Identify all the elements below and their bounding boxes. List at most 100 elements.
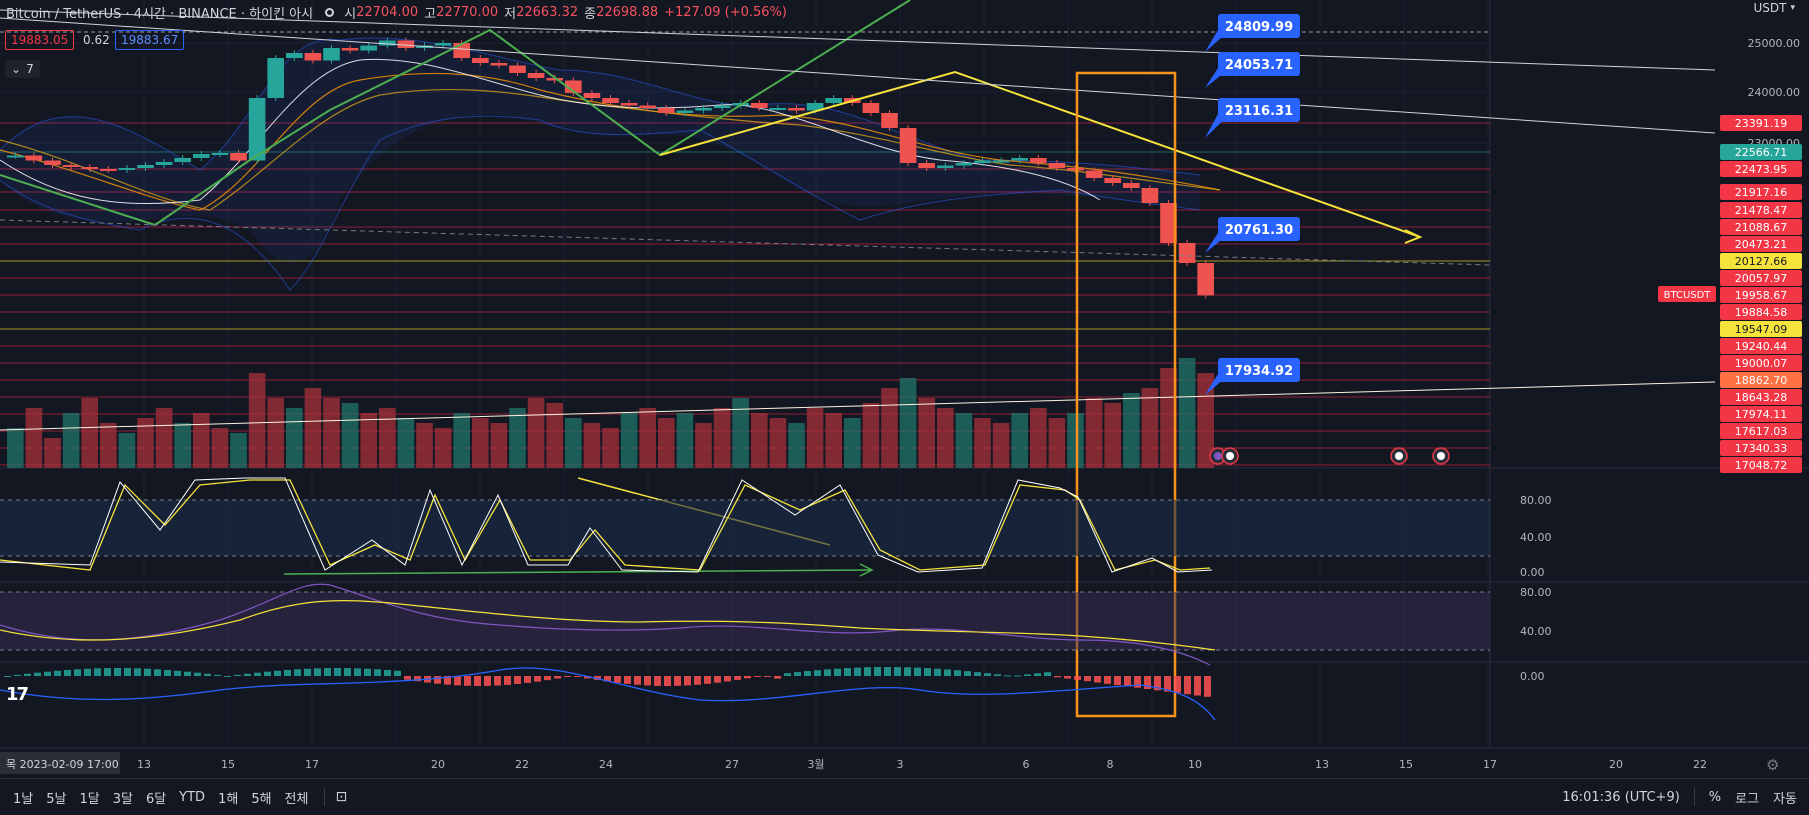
macd-histogram-bar	[604, 676, 611, 682]
macd-histogram-bar	[94, 668, 101, 676]
settings-gear-icon: ⚙	[1766, 756, 1779, 774]
volume-bar	[974, 418, 991, 468]
macd-histogram-bar	[1084, 676, 1091, 682]
candle-body	[862, 103, 880, 113]
volume-bar	[918, 398, 935, 468]
range-3m[interactable]: 3달	[112, 791, 133, 807]
log-toggle[interactable]: 로그	[1735, 791, 1760, 807]
macd-histogram-bar	[854, 667, 861, 676]
macd-histogram-bar	[1164, 676, 1171, 692]
macd-histogram-bar	[634, 676, 641, 685]
buy-button[interactable]: 19883.67	[115, 30, 185, 50]
candle-body	[1030, 158, 1047, 163]
price-tag	[1720, 372, 1802, 388]
range-1y[interactable]: 1해	[218, 791, 239, 807]
rsi-ma-line	[0, 600, 1216, 651]
price-tag-label: 22473.95	[1735, 163, 1788, 176]
macd-histogram-bar	[644, 676, 651, 686]
percent-toggle[interactable]: %	[1708, 789, 1722, 805]
macd-histogram-bar	[694, 676, 701, 685]
macd-histogram-bar	[524, 676, 531, 683]
symbol-title[interactable]: Bitcoin / TetherUS · 4시간 · BINANCE · 하이킨…	[6, 6, 314, 22]
volume-bar	[602, 428, 619, 468]
clock-readout[interactable]: 16:01:36 (UTC+9)	[1562, 789, 1680, 805]
price-tag-label: 21088.67	[1735, 221, 1788, 234]
macd-histogram-bar	[674, 676, 681, 686]
currency-selector[interactable]: USDT ▾	[1753, 0, 1795, 16]
macd-histogram-bar	[24, 673, 31, 676]
candle-body	[81, 167, 98, 169]
range-all[interactable]: 전체	[284, 791, 309, 807]
candle-body	[267, 58, 284, 98]
volume-bar	[267, 398, 284, 468]
time-tick-label: 6	[1023, 758, 1030, 771]
time-tick-label: 15	[221, 758, 235, 771]
stochastic-pane	[0, 477, 1490, 573]
indicator-toggle[interactable]: ⌄ 7	[5, 60, 40, 78]
tradingview-logo-icon[interactable]: 17	[6, 684, 29, 705]
range-1m[interactable]: 1달	[79, 791, 100, 807]
volume-bar	[62, 413, 80, 468]
rsi-line	[0, 583, 1211, 666]
candle-body	[1197, 263, 1214, 296]
macd-histogram-bar	[454, 676, 461, 686]
volume-bar	[1085, 398, 1103, 468]
macd-histogram-bar	[54, 670, 61, 676]
volume-bar	[100, 423, 117, 468]
volume-bar	[806, 408, 824, 468]
range-ytd[interactable]: YTD	[179, 789, 206, 805]
macd-histogram-bar	[84, 668, 91, 676]
sell-button[interactable]: 19883.05	[5, 30, 75, 50]
bollinger-bands	[0, 37, 1221, 291]
range-6m[interactable]: 6달	[145, 791, 167, 807]
volume-bar	[658, 418, 675, 468]
volume-bar	[81, 398, 98, 468]
price-tick-label: 24000.00	[1748, 86, 1801, 99]
event-markers[interactable]	[1209, 447, 1450, 465]
macd-histogram-bar	[294, 669, 301, 676]
macd-histogram-bar	[654, 676, 661, 686]
time-tick-label: 20	[431, 758, 445, 771]
price-tag	[1720, 161, 1802, 177]
candle-body	[565, 80, 582, 93]
time-tick-label: 10	[1188, 758, 1202, 771]
macd-histogram-bar	[224, 675, 231, 677]
price-tag	[1720, 440, 1802, 456]
macd-histogram-bar	[174, 670, 181, 676]
price-tag-label: 19240.44	[1735, 340, 1788, 353]
range-5d[interactable]: 5날	[46, 791, 67, 807]
macd-histogram-bar	[334, 668, 341, 676]
candle-body	[1160, 203, 1177, 243]
volume-bar	[304, 388, 322, 468]
price-tag-label: 17340.33	[1735, 442, 1788, 455]
horizontal-levels	[0, 122, 1490, 466]
macd-histogram-bar	[924, 668, 931, 676]
low-label: 저	[504, 6, 517, 22]
price-axis[interactable]: 25000.0024000.0023000.0023391.1922566.71…	[1520, 37, 1802, 683]
candle-body	[1048, 163, 1066, 168]
price-tag	[1720, 338, 1802, 354]
time-tick-label: 27	[725, 758, 739, 771]
date-range-icon[interactable]: ⊡	[335, 789, 348, 805]
candle-body	[360, 45, 377, 51]
high-value: 22770.00	[436, 4, 499, 20]
range-5y[interactable]: 5해	[251, 791, 272, 807]
range-1d[interactable]: 1날	[13, 791, 34, 807]
candle-body	[1178, 243, 1196, 263]
volume-bar	[416, 423, 433, 468]
candle-body	[174, 158, 191, 162]
time-axis[interactable]: 목 2023-02-09 17:00 13 15 17 20 22 24 27 3월 3 6 8 10 1…	[0, 752, 1779, 774]
volume-bar	[1030, 408, 1047, 468]
macd-histogram-bar	[934, 668, 941, 676]
candle-body	[286, 53, 303, 58]
macd-histogram-bar	[374, 669, 381, 676]
auto-toggle[interactable]: 자동	[1773, 791, 1797, 807]
time-tick-label: 20	[1609, 758, 1623, 771]
macd-histogram-bar	[1114, 676, 1121, 686]
rsi-tick-label: 80.00	[1520, 586, 1552, 599]
candle-body	[509, 65, 526, 73]
price-tag-label: 17974.11	[1735, 408, 1788, 421]
volume-bar	[155, 408, 173, 468]
macd-histogram-bar	[1094, 676, 1101, 683]
